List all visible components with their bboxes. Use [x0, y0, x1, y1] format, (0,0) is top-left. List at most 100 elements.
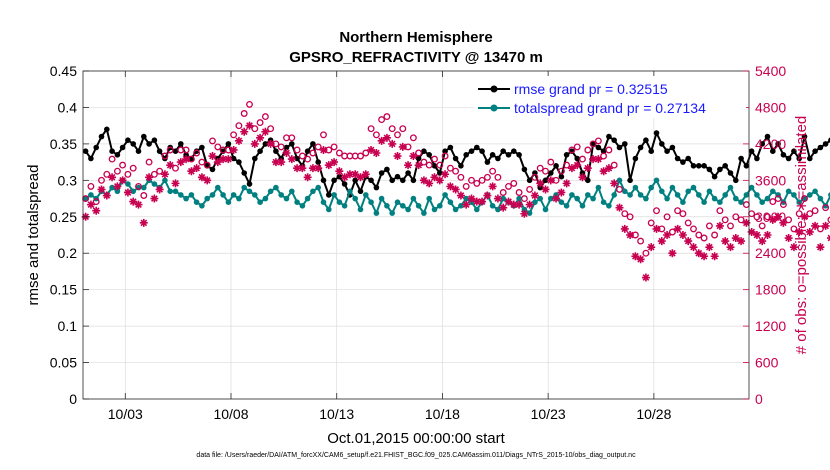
series-point	[775, 141, 781, 147]
series-point	[791, 148, 797, 154]
series-point	[537, 195, 543, 202]
series-point	[172, 148, 179, 154]
series-point	[267, 188, 274, 195]
series-point	[172, 188, 179, 195]
series-point	[257, 148, 263, 154]
series-point	[569, 192, 575, 198]
series-point	[193, 148, 200, 154]
obs-assimilated-point	[821, 221, 830, 230]
series-point	[326, 192, 332, 198]
series-point	[579, 170, 586, 176]
obs-possible-point	[684, 219, 692, 227]
obs-assimilated-point	[330, 158, 339, 167]
obs-possible-point	[679, 210, 687, 218]
series-point	[563, 203, 570, 209]
obs-assimilated-point	[419, 176, 428, 185]
y-tick-label: 0.35	[50, 136, 77, 152]
obs-possible-point	[378, 116, 386, 124]
obs-assimilated-point	[398, 142, 407, 151]
obs-assimilated-point	[710, 252, 719, 261]
obs-possible-point	[489, 167, 497, 175]
series-point	[289, 141, 295, 147]
series-point	[616, 177, 623, 184]
series-point	[262, 195, 269, 202]
obs-possible-point	[642, 249, 650, 257]
series-point	[236, 159, 242, 165]
y-tick-label: 0.05	[50, 355, 77, 371]
series-point	[759, 141, 765, 147]
obs-possible-point	[357, 152, 364, 160]
series-point	[590, 141, 596, 147]
obs-assimilated-point	[308, 164, 317, 173]
series-point	[643, 195, 649, 202]
obs-possible-point	[758, 222, 766, 230]
series-point	[357, 188, 364, 195]
series-point	[405, 170, 411, 176]
series-point	[114, 152, 121, 158]
series-point	[357, 206, 364, 213]
obs-possible-point	[711, 231, 719, 239]
series-point	[521, 166, 528, 173]
obs-possible-point	[230, 131, 238, 139]
obs-assimilated-point	[705, 243, 714, 252]
obs-assimilated-point	[784, 234, 793, 243]
obs-possible-point	[425, 161, 433, 169]
obs-possible-point	[462, 182, 470, 190]
obs-assimilated-point	[113, 182, 122, 191]
series-point	[204, 195, 210, 202]
obs-possible-point	[367, 125, 375, 133]
series-point	[733, 177, 739, 184]
series-point	[743, 163, 750, 169]
obs-possible-point	[732, 213, 740, 221]
axis-ticks: 0 0.05 0.1 0.15 0.2 0.25 0.3 0.35 0.4 0.45 10/03 10…	[50, 63, 787, 422]
series-point	[495, 155, 501, 162]
obs-assimilated-point	[562, 179, 571, 188]
obs-possible-point	[261, 113, 269, 121]
series-point	[759, 199, 765, 205]
series-point	[320, 199, 327, 205]
obs-assimilated-point	[356, 173, 365, 182]
series-point	[764, 133, 771, 140]
obs-possible-point	[653, 207, 660, 215]
obs-assimilated-point	[774, 212, 783, 221]
series-point	[637, 144, 644, 151]
obs-possible-point	[166, 146, 174, 154]
obs-assimilated-point	[446, 182, 455, 191]
obs-possible-point	[816, 225, 824, 233]
series-point	[727, 184, 734, 191]
series-point	[484, 159, 491, 165]
grid-lines	[83, 70, 749, 400]
series-point	[738, 155, 744, 162]
series-point	[310, 188, 316, 195]
series-point	[558, 199, 565, 205]
obs-possible-point	[531, 173, 539, 181]
series-point	[88, 192, 94, 198]
obs-assimilated-point	[583, 164, 592, 173]
obs-possible-point	[293, 146, 301, 154]
series-point	[230, 155, 237, 162]
series-point	[463, 152, 470, 158]
series-point	[701, 199, 707, 205]
y-tick-label: 0.45	[50, 63, 77, 79]
chart-subtitle: GPSRO_REFRACTIVITY @ 13470 m	[289, 49, 543, 66]
series-point	[273, 184, 279, 191]
series-point	[315, 184, 322, 191]
obs-assimilated-point	[393, 152, 402, 161]
series-point	[711, 173, 718, 180]
obs-possible-point	[320, 131, 327, 139]
obs-assimilated-point	[425, 179, 434, 188]
obs-possible-point	[335, 149, 343, 157]
obs-assimilated-point	[747, 227, 756, 236]
x-tick-label: 10/03	[108, 406, 143, 422]
y-axis-label-right: # of obs: o=possible; ∗=assimilated	[793, 116, 810, 355]
series-point	[743, 192, 750, 198]
series-point	[146, 141, 152, 147]
series-point	[627, 192, 633, 198]
obs-assimilated-point	[684, 237, 693, 246]
obs-assimilated-point	[123, 188, 132, 197]
series-point	[632, 184, 639, 191]
obs-assimilated-point	[435, 176, 444, 185]
obs-assimilated-point	[245, 121, 254, 130]
series-point	[643, 137, 649, 143]
